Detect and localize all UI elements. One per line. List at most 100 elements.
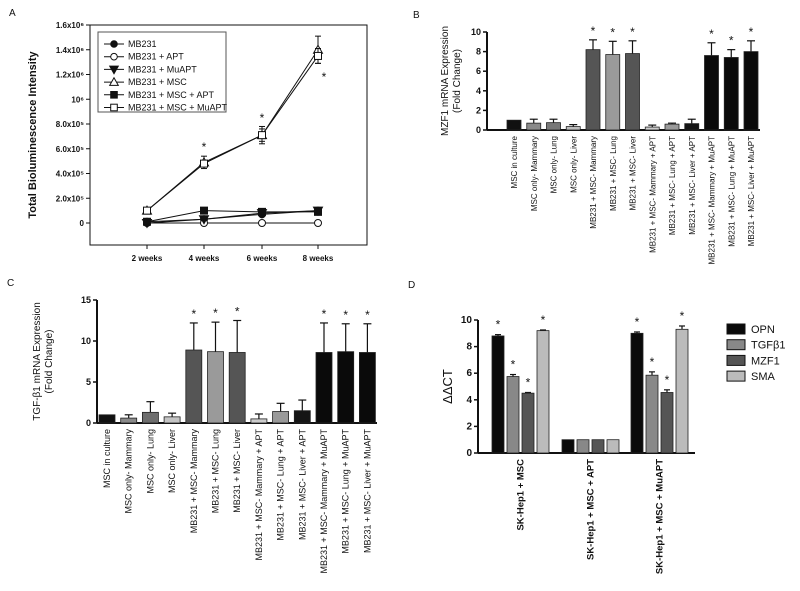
x-category-label: MB231 + MSC- Lung + MuAPT: [727, 136, 736, 247]
bar: [625, 53, 640, 131]
bar-group: * MB231 + MSC- Lung: [207, 306, 224, 513]
x-category-label: MB231 + MSC- Liver + APT: [688, 136, 697, 235]
significance-star: *: [235, 305, 240, 319]
legend-label: MZF1: [751, 355, 780, 367]
x-category-label: MB231 + MSC- Mammary + APT: [648, 136, 657, 253]
bar: [605, 54, 621, 131]
legend: OPN TGFβ1 MZF1 SMA: [726, 323, 785, 383]
bar: [228, 352, 246, 424]
x-category-label: MB231 + MSC- Liver: [629, 136, 638, 211]
bar: [704, 55, 719, 131]
data-point: [258, 131, 266, 140]
significance-star: *: [511, 358, 516, 372]
bar-group: MB231 + MSC- Mammary + APT: [644, 124, 660, 253]
legend: MB231 MB231 + APT MB231 + MuAPT MB231 + MSC…: [97, 31, 228, 113]
y-tick-label: 6: [466, 368, 472, 379]
bar-sma: [675, 328, 689, 454]
x-category-label: MSC only- Liver: [167, 429, 177, 493]
legend-label: MB231 + MuAPT: [128, 64, 197, 74]
significance-star: *: [213, 306, 218, 320]
x-category-label: MSC only- Mammary: [124, 429, 134, 514]
x-tick-label: 6 weeks: [247, 254, 278, 263]
bar-group: MB231 + MSC- Lung + APT: [272, 402, 290, 541]
y-tick-label: 0: [476, 125, 481, 135]
y-axis-label: ΔΔCT: [440, 369, 455, 404]
series-mb231-msc-muapt: [143, 48, 322, 215]
series-line: [146, 210, 319, 223]
data-point: [110, 91, 118, 99]
bar-group: MSC only- Liver: [565, 124, 581, 193]
bar: [546, 122, 561, 131]
data-point: [198, 215, 210, 225]
bar: [644, 126, 660, 131]
bar-tgfβ1: [645, 374, 659, 454]
significance-star: *: [365, 308, 370, 322]
y-tick-label: 4.0x10⁵: [56, 170, 84, 179]
bar: [250, 418, 268, 424]
bar-opn: [630, 332, 644, 454]
bar-group: MSC only- Mammary: [526, 118, 542, 211]
y-tick-label: 4: [466, 395, 472, 406]
x-category-label: MB231 + MSC- Lung + MuAPT: [341, 429, 351, 554]
bar: [565, 126, 581, 131]
significance-star: *: [635, 315, 640, 329]
significance-star: *: [729, 34, 734, 48]
bar-group: MSC in culture: [98, 414, 116, 488]
x-category-label: MB231 + MSC- Mammary: [589, 136, 598, 229]
y-tick-label: 0: [466, 448, 472, 459]
data-point: [314, 207, 322, 216]
bar: [185, 349, 203, 424]
y-tick-label: 0: [86, 418, 91, 428]
panel-c-bar-chart: 0 5 10 15 TGF-β1 mRNA Expression (Fold Change…: [32, 295, 377, 574]
panel-d-grouped-bar-chart: 0 2 4 6 8 10 ΔΔCT * * * * SK-Hep1 + MSC SK-Hep1 + MS…: [440, 309, 785, 574]
x-category-label: MB231 + MSC- Lung + APT: [668, 136, 677, 235]
y-tick-label: 10: [471, 27, 481, 37]
bar: [163, 416, 181, 424]
x-category-label: MB231 + MSC- Lung: [211, 429, 221, 513]
bar-group: MSC only- Lung: [141, 401, 159, 494]
bar-mzf1: [591, 439, 605, 454]
x-category-label: MB231 + MSC- Liver: [232, 429, 242, 513]
x-tick-label: 8 weeks: [303, 254, 334, 263]
x-category-label: MSC only- Liver: [569, 136, 578, 193]
panel-b-bar-chart: 0 2 4 6 8 10 MZF1 mRNA Expression (Fold Change)…: [440, 24, 760, 265]
x-category-label: MB231 + MSC- Mammary: [189, 429, 199, 534]
panel-a-line-chart: 0 2.0x10⁵ 4.0x10⁵ 6.0x10⁵ 8.0x10⁵ 10⁶ 1.2x10⁶ 1…: [27, 21, 368, 263]
y-axis-label-units: (Fold Change): [44, 330, 55, 394]
y-axis-label: MZF1 mRNA Expression: [440, 26, 451, 136]
bar-group: MSC only- Lung: [546, 118, 561, 193]
significance-star: *: [591, 24, 596, 38]
significance-star: *: [343, 308, 348, 322]
y-tick-label: 1.6x10⁶: [56, 21, 84, 30]
legend-label: SMA: [751, 371, 776, 383]
data-point: [200, 206, 208, 215]
data-point: [110, 103, 118, 112]
x-category-label: MSC only- Mammary: [530, 136, 539, 211]
x-category-label: MB231 + MSC- Lung: [609, 136, 618, 211]
y-tick-label: 10: [81, 336, 91, 346]
legend-label: MB231 + MSC + APT: [128, 90, 215, 100]
x-category-label: MB231 + MSC- Mammary + MuAPT: [708, 136, 717, 265]
y-tick-label: 8: [466, 342, 472, 353]
significance-star: *: [496, 318, 501, 332]
y-tick-label: 5: [86, 377, 91, 387]
series-line: [146, 210, 318, 223]
bar-group: * MB231 + MSC- Mammary + MuAPT: [704, 27, 719, 265]
legend-label: MB231 + MSC + MuAPT: [128, 103, 228, 113]
bar: [272, 411, 290, 424]
significance-star: *: [526, 375, 531, 389]
significance-star: *: [749, 25, 754, 39]
y-axis-label: Total Bioluminescence Intensity: [27, 50, 39, 218]
x-category-label: MB231 + MSC- Mammary + APT: [254, 429, 264, 561]
bar-opn: [491, 335, 505, 454]
x-category-label: MB231 + MSC- Liver + APT: [297, 429, 307, 541]
bar-group: * MB231 + MSC- Lung + MuAPT: [337, 308, 355, 554]
y-tick-label: 2.0x10⁵: [56, 194, 84, 203]
y-tick-label: 15: [81, 295, 91, 305]
bar-group: MSC only- Mammary: [120, 414, 138, 514]
bar: [315, 352, 333, 424]
legend-swatch: [726, 323, 746, 335]
bar-sma: [606, 439, 620, 454]
data-point: [314, 219, 322, 227]
bar: [98, 414, 116, 424]
